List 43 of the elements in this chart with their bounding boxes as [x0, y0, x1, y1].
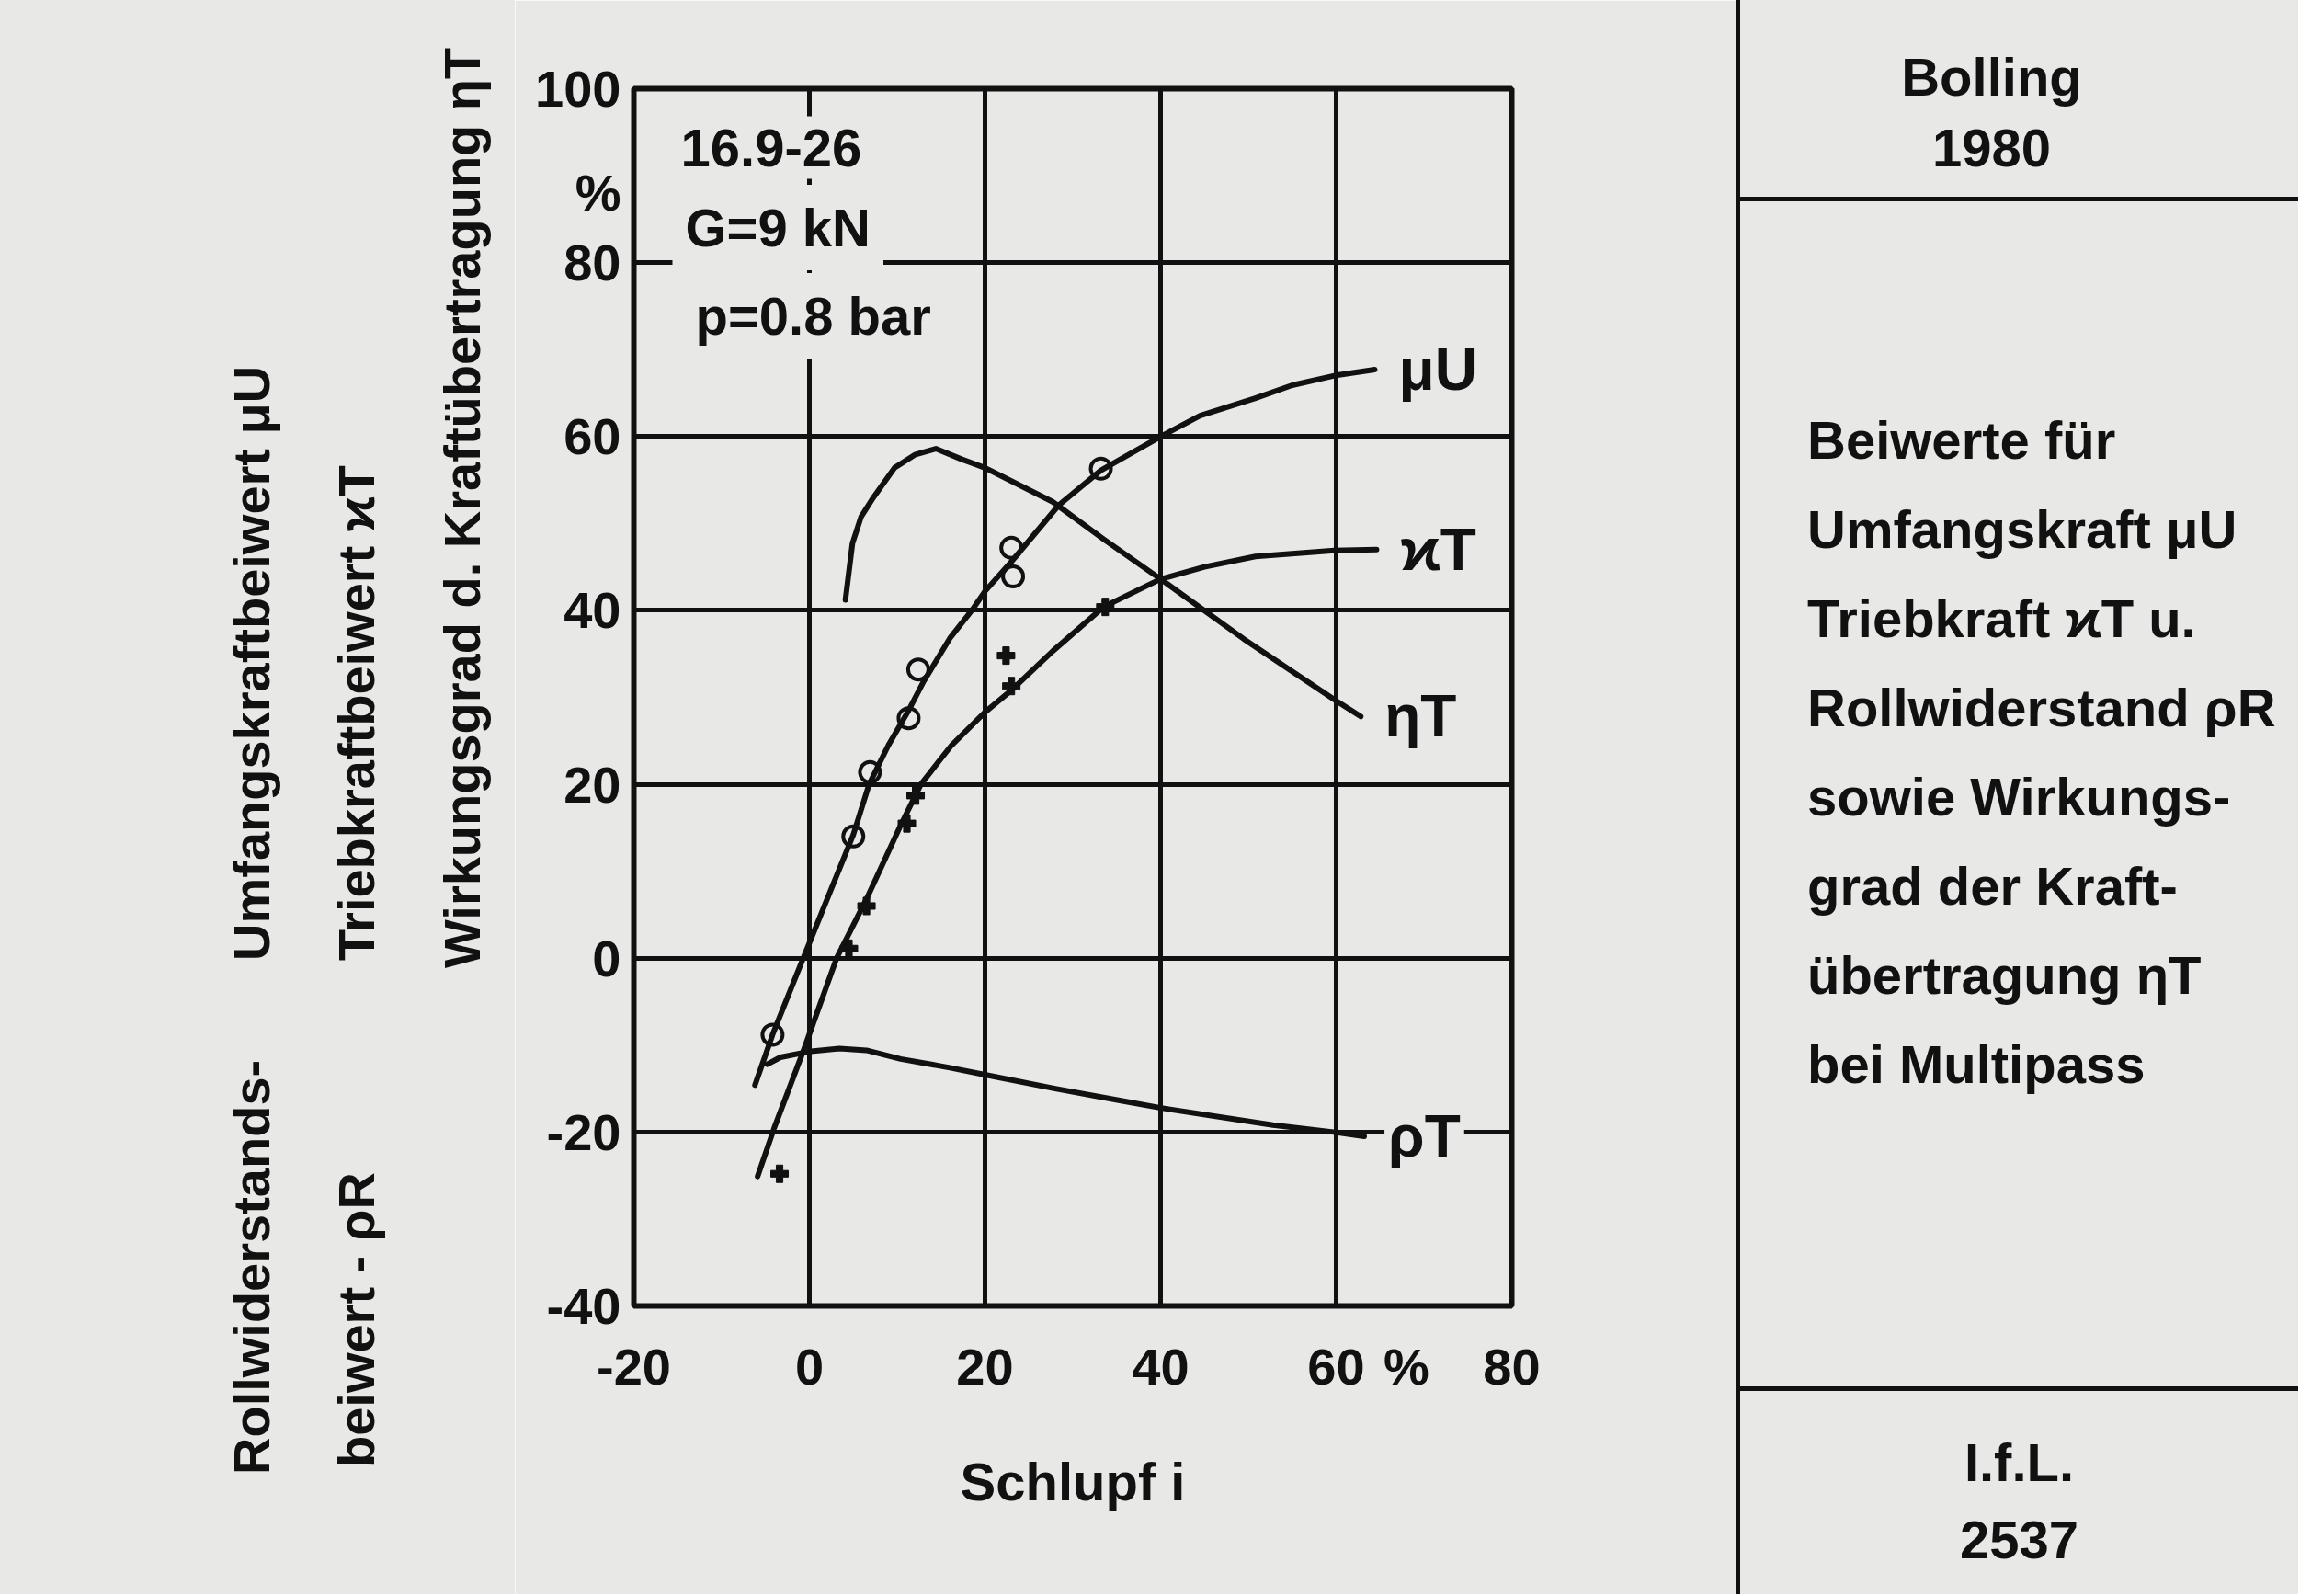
- y-tick-label: 60: [564, 407, 621, 466]
- point: [1088, 456, 1113, 481]
- point: [905, 657, 930, 682]
- point: [999, 535, 1024, 560]
- text: I.f.L. 2537: [1959, 1431, 2079, 1571]
- x-tick-label: %: [1383, 1337, 1429, 1396]
- point: [770, 1164, 790, 1183]
- y-tick-label: -20: [546, 1102, 621, 1161]
- x-tick-label: 60: [1307, 1337, 1365, 1396]
- y-tick-label: 100: [535, 60, 621, 118]
- annotation: p=0.8 bar: [695, 286, 931, 346]
- point: [841, 824, 866, 849]
- text: Bolling 1980: [1740, 0, 2298, 201]
- point: [896, 706, 921, 731]
- series-label: μU: [1398, 336, 1477, 403]
- point: [996, 646, 1016, 666]
- y-tick-label: -40: [546, 1277, 621, 1335]
- y-tick-label: 40: [564, 581, 621, 640]
- point: [858, 759, 882, 784]
- x-tick-label: 20: [956, 1337, 1014, 1396]
- point: [1002, 677, 1021, 696]
- text: Beiwerte für Umfangskraft μU Triebkraft ϰT u. Rollwiderstand ρR sowie Wirkungs- grad der Kraft- übertragung ηT bei Multipass: [1740, 201, 2298, 1391]
- x-axis-title: Schlupf i: [960, 1451, 1186, 1511]
- annotation: 16.9-26: [680, 117, 862, 177]
- point: [897, 814, 917, 833]
- point: [1001, 564, 1026, 589]
- x-tick-label: 80: [1483, 1337, 1541, 1396]
- text: Umfangskraftbeiwert μU Triebkraftbeiwert ϰT Wirkungsgrad d. Kraftübertragung ηT Rollwiderstands- beiwert - ρR: [222, 47, 491, 1475]
- x-tick-label: 40: [1132, 1337, 1190, 1396]
- annotation: G=9 kN: [685, 198, 871, 257]
- point: [760, 1022, 785, 1047]
- point: [857, 896, 876, 916]
- series-label: ϰT: [1400, 516, 1476, 583]
- x-tick-label: 0: [794, 1337, 825, 1396]
- point: [839, 939, 859, 958]
- y-tick-label: 80: [564, 234, 621, 292]
- point: [906, 786, 926, 805]
- y-tick-label: 20: [564, 755, 621, 814]
- y-tick-label: %: [575, 164, 621, 222]
- series-label: ηT: [1384, 683, 1457, 750]
- series-label: ρT: [1388, 1103, 1461, 1170]
- y-tick-label: 0: [592, 929, 621, 987]
- point: [1096, 598, 1115, 617]
